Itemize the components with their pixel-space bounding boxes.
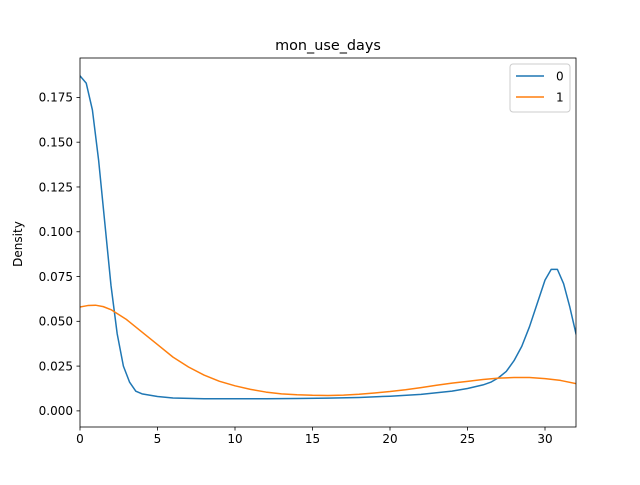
y-tick-label: 0.100: [39, 225, 73, 239]
x-tick-label: 0: [76, 432, 84, 446]
axes-frame: [79, 57, 577, 428]
y-tick-label: 0.175: [39, 91, 73, 105]
axis-ticks: 0 5 10 15 20 25 30 0.000 0.025 0.050 0.075 0.100 0.1…: [39, 91, 553, 446]
x-tick-label: 20: [382, 432, 397, 446]
series-line-1: [80, 304, 576, 397]
legend: 01: [509, 63, 571, 113]
chart-title: mon_use_days: [275, 38, 381, 54]
y-axis-label: Density: [11, 221, 25, 267]
series-lines: [80, 74, 576, 400]
legend-label: 0: [556, 70, 564, 84]
x-tick-label: 30: [537, 432, 552, 446]
plot-area: [79, 57, 577, 428]
y-tick-label: 0.000: [39, 404, 73, 418]
x-tick-label: 25: [460, 432, 475, 446]
x-tick-label: 15: [305, 432, 320, 446]
y-tick-label: 0.075: [39, 270, 73, 284]
y-tick-label: 0.150: [39, 135, 73, 149]
x-tick-label: 10: [227, 432, 242, 446]
y-tick-label: 0.050: [39, 315, 73, 329]
y-tick-label: 0.125: [39, 180, 73, 194]
series-line-0: [80, 74, 576, 400]
x-tick-label: 5: [154, 432, 162, 446]
legend-label: 1: [556, 91, 564, 105]
y-tick-label: 0.025: [39, 359, 73, 373]
